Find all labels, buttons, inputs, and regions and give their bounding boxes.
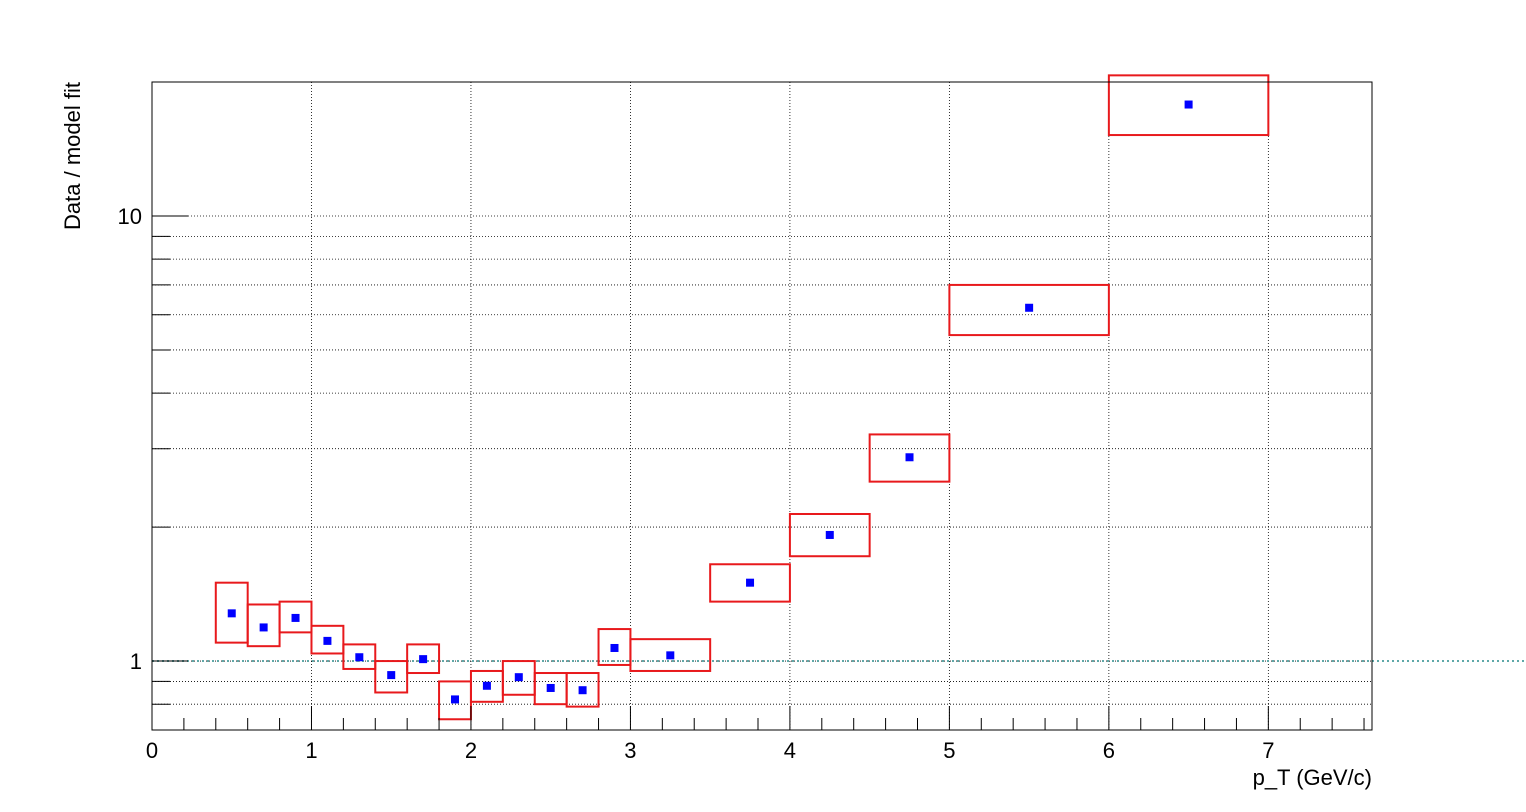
systematic-box bbox=[310, 624, 345, 655]
data-point bbox=[291, 613, 300, 622]
x-tick-label: 2 bbox=[465, 738, 477, 763]
axes bbox=[151, 81, 1373, 731]
x-tick-label: 4 bbox=[784, 738, 796, 763]
data-point bbox=[578, 686, 587, 695]
data-points bbox=[227, 100, 1193, 704]
systematic-boxes bbox=[214, 74, 1270, 721]
systematic-box bbox=[406, 643, 441, 675]
systematic-box bbox=[948, 283, 1110, 337]
data-point bbox=[746, 578, 755, 587]
data-point bbox=[259, 623, 268, 632]
data-point bbox=[825, 530, 834, 539]
systematic-box bbox=[788, 512, 871, 558]
systematic-box bbox=[868, 433, 951, 483]
tick-labels: 0 1 2 3 4 5 6 7 1 10 bbox=[118, 204, 1275, 763]
x-axis-title: p_T (GeV/c) bbox=[1253, 765, 1372, 790]
data-point bbox=[227, 609, 236, 618]
x-tick-label: 5 bbox=[943, 738, 955, 763]
systematic-box bbox=[342, 643, 377, 670]
systematic-box bbox=[629, 638, 712, 672]
data-point bbox=[323, 636, 332, 645]
x-tick-label: 6 bbox=[1103, 738, 1115, 763]
systematic-box bbox=[565, 672, 600, 708]
systematic-box bbox=[278, 600, 313, 634]
data-point bbox=[482, 681, 491, 690]
systematic-box bbox=[709, 563, 791, 603]
data-point bbox=[387, 671, 396, 680]
data-point bbox=[666, 651, 675, 660]
data-point bbox=[451, 695, 460, 704]
systematic-box bbox=[1107, 74, 1270, 137]
x-tick-label: 1 bbox=[305, 738, 317, 763]
y-axis-title: Data / model fit bbox=[60, 82, 85, 230]
data-point bbox=[546, 683, 555, 692]
x-tick-label: 0 bbox=[146, 738, 158, 763]
data-point bbox=[1184, 100, 1193, 109]
data-point bbox=[419, 655, 428, 664]
plot-frame bbox=[151, 81, 1373, 731]
y-tick-label: 1 bbox=[130, 649, 142, 674]
data-point bbox=[905, 453, 914, 462]
y-tick-label: 10 bbox=[118, 204, 142, 229]
data-point bbox=[610, 643, 619, 652]
x-tick-label: 7 bbox=[1262, 738, 1274, 763]
data-point bbox=[355, 653, 364, 662]
x-tick-label: 3 bbox=[624, 738, 636, 763]
data-point bbox=[1025, 303, 1034, 312]
grid-lines bbox=[152, 81, 1372, 731]
systematic-box bbox=[374, 660, 409, 694]
data-point bbox=[514, 673, 523, 682]
